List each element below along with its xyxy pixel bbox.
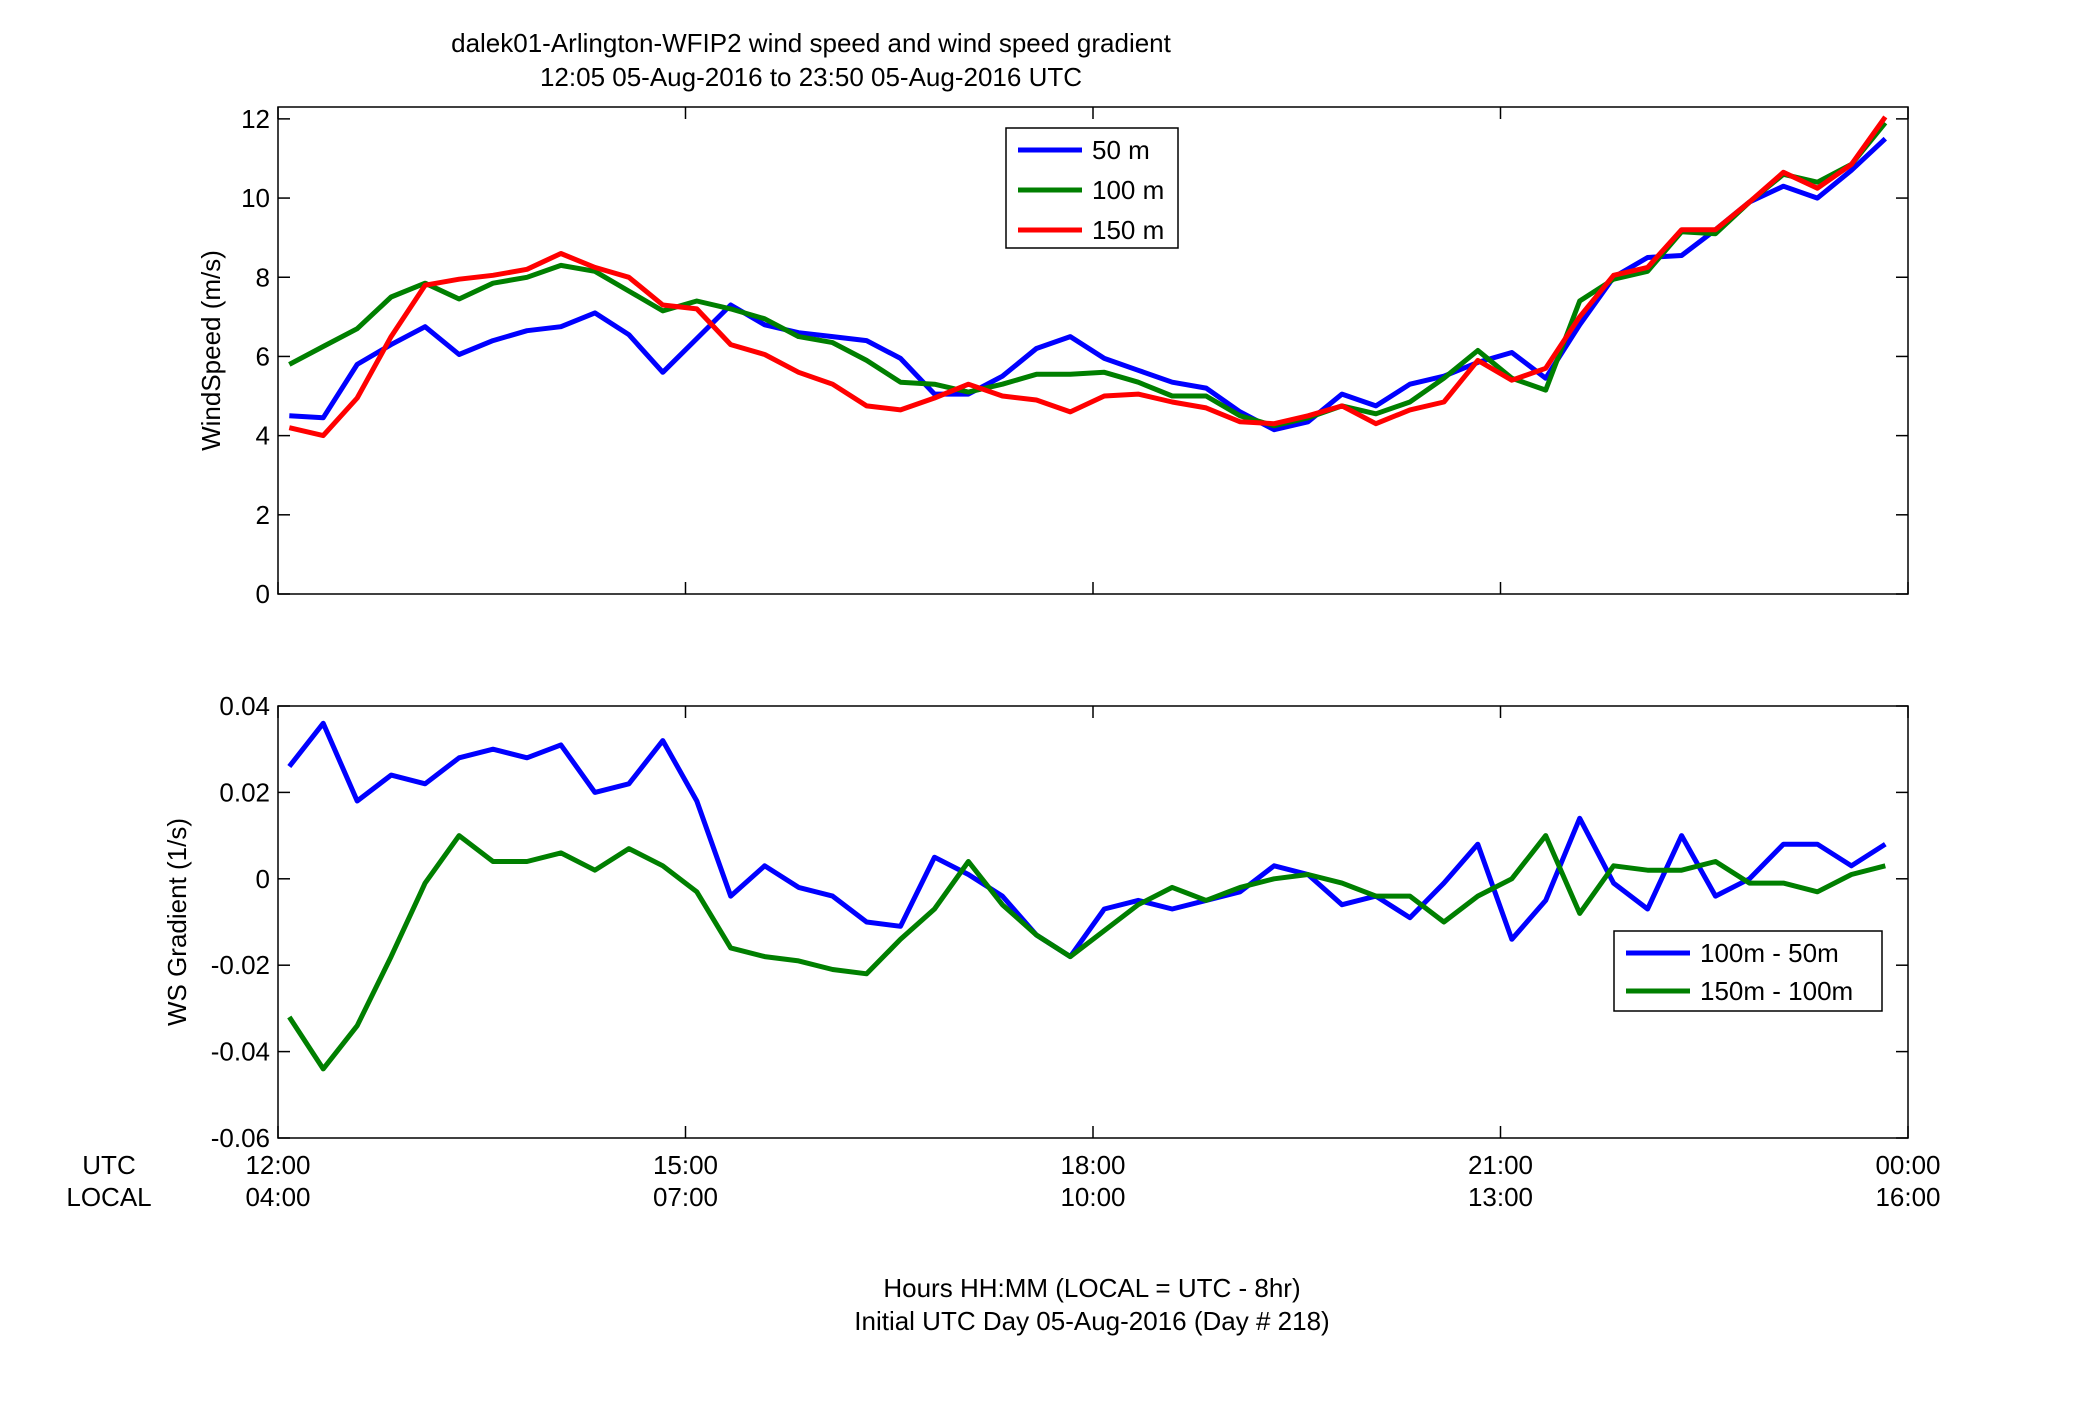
legend-entry: 100m - 50m	[1700, 938, 1839, 968]
x-tick-label-local: 10:00	[1060, 1182, 1125, 1212]
x-tick-label-utc: 18:00	[1060, 1150, 1125, 1180]
y-axis-label: WS Gradient (1/s)	[162, 818, 192, 1026]
series-line-150-m	[288, 115, 1888, 439]
y-tick-label: -0.06	[211, 1123, 270, 1153]
gradient-panel: -0.06 -0.04 -0.02 0 0.02 0.04 WS Gradient (1/s…	[162, 691, 1909, 1153]
x-tick-label-utc: 15:00	[653, 1150, 718, 1180]
y-tick-label: -0.04	[211, 1037, 270, 1067]
legend-entry: 50 m	[1092, 135, 1150, 165]
legend-box	[1613, 930, 1883, 1012]
x-tick-label-utc: 00:00	[1875, 1150, 1940, 1180]
x-tick-label-utc: 21:00	[1468, 1150, 1533, 1180]
y-tick-label: 6	[256, 341, 270, 371]
series-line-150m-100m	[287, 833, 1886, 1072]
x-tick-label-local: 04:00	[245, 1182, 310, 1212]
y-tick-label: 0	[256, 864, 270, 894]
legend: 50 m 100 m 150 m	[1005, 127, 1179, 249]
x-tick-label-utc: 12:00	[245, 1150, 310, 1180]
y-tick-label: 8	[256, 262, 270, 292]
x-tick-label-local: 16:00	[1875, 1182, 1940, 1212]
legend-entry: 100 m	[1092, 175, 1164, 205]
y-tick-label: 10	[241, 183, 270, 213]
y-tick-label: 2	[256, 500, 270, 530]
y-tick-label: 12	[241, 104, 270, 134]
series-line-100m-50m	[287, 720, 1887, 960]
legend-entry: 150m - 100m	[1700, 976, 1853, 1006]
row-label-local: LOCAL	[66, 1182, 151, 1212]
y-tick-label: 0.02	[219, 777, 270, 807]
series-line-100-m	[288, 121, 1888, 429]
x-axis-label-line1: Hours HH:MM (LOCAL = UTC - 8hr)	[883, 1273, 1300, 1303]
windspeed-panel: 0 2 4 6 8 10 12 WindSpeed (m/s) 50 m 100 m 150 m	[196, 104, 1909, 609]
chart-subtitle: 12:05 05-Aug-2016 to 23:50 05-Aug-2016 U…	[540, 62, 1082, 92]
y-tick-label: 4	[256, 421, 270, 451]
x-tick-label-local: 07:00	[653, 1182, 718, 1212]
y-tick-label: -0.02	[211, 950, 270, 980]
y-axis-label: WindSpeed (m/s)	[196, 250, 226, 451]
x-axis-label-line2: Initial UTC Day 05-Aug-2016 (Day # 218)	[854, 1306, 1329, 1336]
y-tick-label: 0	[256, 579, 270, 609]
row-label-utc: UTC	[82, 1150, 135, 1180]
x-tick-label-local: 13:00	[1468, 1182, 1533, 1212]
legend: 100m - 50m 150m - 100m	[1613, 930, 1883, 1012]
y-tick-label: 0.04	[219, 691, 270, 721]
chart-title: dalek01-Arlington-WFIP2 wind speed and w…	[451, 28, 1172, 58]
legend-entry: 150 m	[1092, 215, 1164, 245]
